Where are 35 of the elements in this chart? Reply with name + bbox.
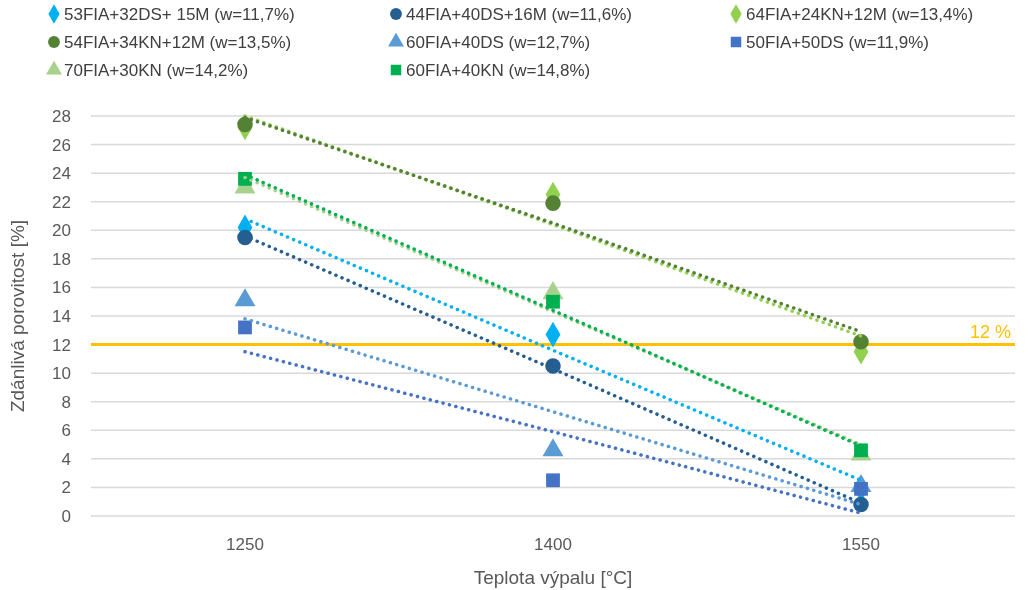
x-tick-label: 1550: [842, 535, 880, 554]
y-tick-label: 20: [52, 221, 71, 241]
x-axis-title: Teplota výpalu [°C]: [473, 567, 633, 588]
ref-line-label: 12 %: [969, 321, 1011, 342]
y-tick-label: 14: [52, 306, 71, 326]
y-tick-label: 2: [61, 478, 71, 498]
y-tick-label: 16: [52, 278, 71, 298]
y-tick-label: 26: [52, 135, 71, 155]
point: [546, 473, 560, 488]
legend-label: 60FIA+40DS (w=12,7%): [406, 32, 591, 52]
legend-label: 44FIA+40DS+16M (w=11,6%): [406, 4, 632, 24]
point: [545, 195, 561, 211]
legend-label: 60FIA+40KN (w=14,8%): [406, 60, 591, 80]
legend-label: 54FIA+34KN+12M (w=13,5%): [64, 32, 292, 52]
point: [237, 116, 253, 133]
y-tick-label: 24: [52, 164, 71, 184]
y-tick-label: 22: [52, 192, 71, 212]
y-axis-title: Zdánlivá porovitost [%]: [7, 219, 28, 413]
point: [546, 294, 560, 309]
legend-label: 53FIA+32DS+ 15M (w=11,7%): [64, 4, 295, 24]
legend-label: 70FIA+30KN (w=14,2%): [64, 60, 249, 80]
point: [238, 320, 252, 335]
x-tick-label: 1250: [226, 535, 264, 554]
point: [853, 333, 869, 350]
y-tick-label: 10: [52, 364, 71, 384]
y-tick-label: 4: [61, 449, 71, 469]
legend-label: 50FIA+50DS (w=11,9%): [746, 32, 929, 52]
y-tick-label: 6: [61, 421, 71, 441]
y-tick-label: 0: [61, 506, 71, 526]
legend-label: 64FIA+24KN+12M (w=13,4%): [746, 4, 974, 24]
y-tick-label: 28: [52, 106, 71, 126]
y-tick-label: 8: [61, 392, 71, 412]
y-tick-label: 12: [52, 335, 71, 355]
x-tick-label: 1400: [534, 535, 572, 554]
y-tick-label: 18: [52, 249, 71, 269]
